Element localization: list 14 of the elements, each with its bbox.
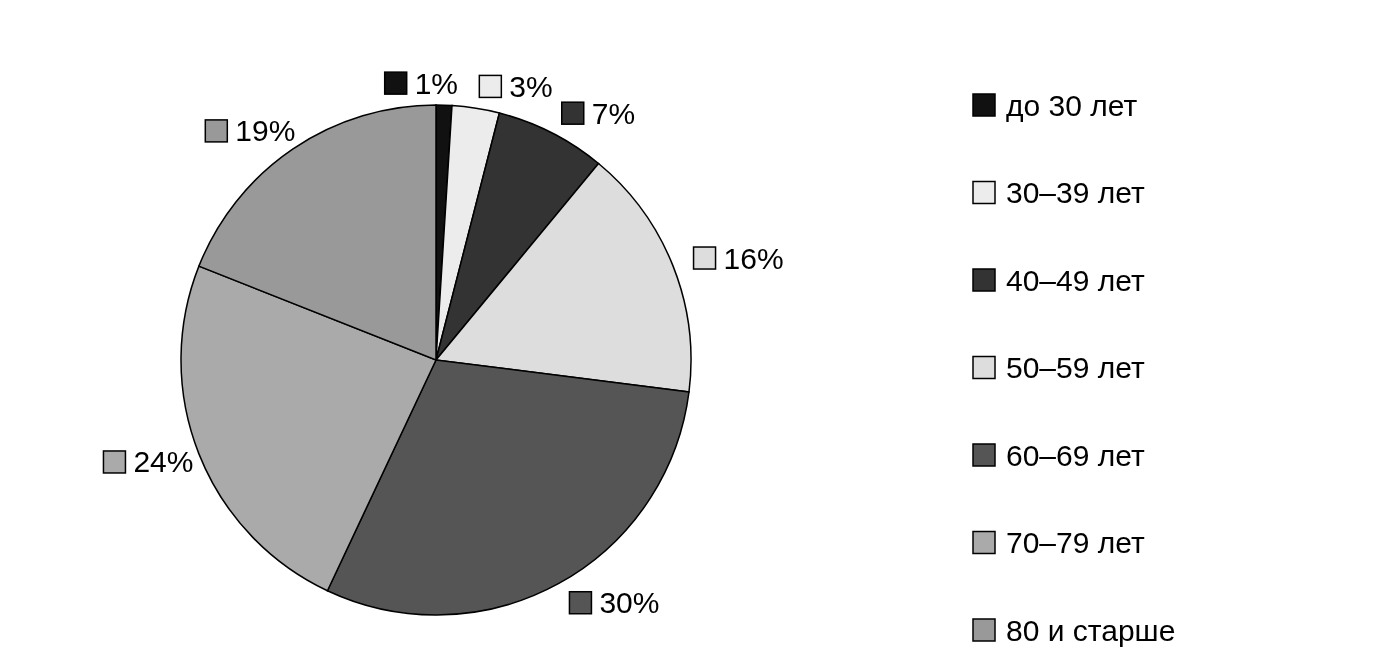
legend-label: 60–69 лет: [1006, 438, 1145, 472]
legend-label: 40–49 лет: [1006, 263, 1145, 297]
legend-label: 70–79 лет: [1006, 526, 1145, 559]
data-label: 24%: [133, 445, 194, 479]
data-label: 7%: [591, 96, 636, 130]
legend-label: 50–59 лет: [1006, 351, 1145, 384]
data-label: 3%: [509, 69, 553, 103]
data-label: 16%: [723, 241, 784, 275]
legend-label: до 30 лет: [1006, 88, 1138, 122]
legend-label: 30–39 лет: [1006, 176, 1145, 209]
legend-label: 80 и старше: [1006, 613, 1176, 647]
data-label: 19%: [235, 114, 296, 148]
data-label: 30%: [599, 586, 660, 620]
data-label: 1%: [414, 66, 459, 100]
